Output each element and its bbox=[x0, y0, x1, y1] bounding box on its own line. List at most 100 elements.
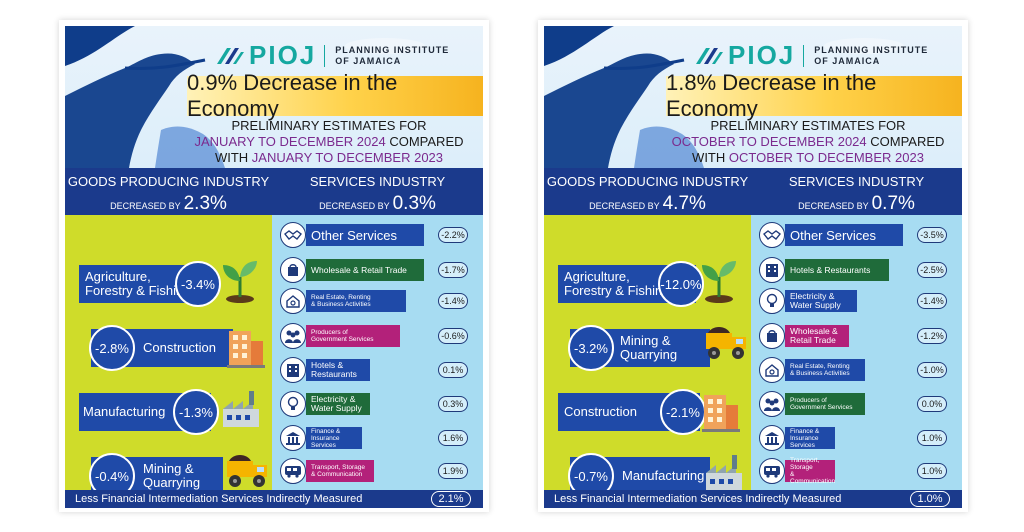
service-item-label: Producers of Government Services bbox=[785, 393, 865, 415]
goods-item-label: Construction bbox=[564, 404, 637, 419]
service-item-value: -2.5% bbox=[917, 262, 947, 278]
fisim-footer: Less Financial Intermediation Services I… bbox=[65, 490, 483, 508]
services-decrease: DECREASED BY 0.3% bbox=[272, 193, 483, 215]
service-item-label: Finance & Insurance Services bbox=[306, 427, 362, 449]
hotel-icon bbox=[280, 357, 306, 383]
service-item-value: -1.4% bbox=[917, 293, 947, 309]
service-item-label: Transport, Storage & Communication bbox=[785, 457, 835, 485]
pioj-logo: PIOJ PLANNING INSTITUTE OF JAMAICA bbox=[694, 40, 928, 71]
pioj-logo-mark-icon bbox=[217, 47, 244, 64]
goods-item-label: Agriculture, Forestry & Fishing bbox=[85, 269, 191, 298]
service-item-label: Electricity & Water Supply bbox=[306, 393, 370, 415]
services-title: SERVICES INDUSTRY bbox=[309, 174, 446, 189]
goods-item-value: -1.3% bbox=[173, 389, 219, 435]
pioj-brand: PIOJ bbox=[249, 40, 317, 70]
goods-decreased-by-label: DECREASED BY bbox=[110, 201, 181, 211]
plant-icon bbox=[219, 259, 261, 308]
prelim-line3: WITH OCTOBER TO DECEMBER 2023 bbox=[654, 150, 962, 166]
goods-item-value: -3.2% bbox=[568, 325, 614, 371]
org-name: PLANNING INSTITUTE OF JAMAICA bbox=[814, 45, 928, 67]
period-current: JANUARY TO DECEMBER 2024 bbox=[194, 134, 386, 149]
services-panel: Other Services -3.5% Hotels & Restaurants -… bbox=[751, 215, 962, 490]
bus-icon bbox=[759, 458, 785, 484]
pioj-logo: PIOJ PLANNING INSTITUTE OF JAMAICA bbox=[215, 40, 449, 71]
compared-text: COMPARED bbox=[866, 134, 945, 149]
goods-panel: Agriculture, Forestry & Fishing -12.0% Mini… bbox=[544, 215, 751, 499]
service-item-value: 1.6% bbox=[438, 430, 468, 446]
house-search-icon bbox=[280, 288, 306, 314]
bank-icon bbox=[759, 425, 785, 451]
infographic-card-quarterly: PIOJ PLANNING INSTITUTE OF JAMAICA 1.8% … bbox=[538, 20, 968, 512]
service-item-label: Other Services bbox=[306, 224, 424, 246]
fisim-label: Less Financial Intermediation Services I… bbox=[75, 493, 363, 505]
goods-item-value: -2.8% bbox=[89, 325, 135, 371]
caribbean-map-image bbox=[65, 26, 425, 168]
goods-item: Construction -2.1% bbox=[558, 389, 706, 435]
infographic-inner: PIOJ PLANNING INSTITUTE OF JAMAICA 0.9% … bbox=[65, 26, 483, 508]
caribbean-map-image bbox=[544, 26, 904, 168]
service-item-value: -1.0% bbox=[917, 362, 947, 378]
with-text: WITH bbox=[214, 150, 252, 165]
services-title: SERVICES INDUSTRY bbox=[788, 174, 925, 189]
service-item-value: -1.2% bbox=[917, 328, 947, 344]
org-name-line1: PLANNING INSTITUTE bbox=[335, 44, 450, 55]
pioj-brand: PIOJ bbox=[728, 40, 796, 70]
service-item-value: 1.9% bbox=[438, 463, 468, 479]
goods-item: Manufacturing -1.3% bbox=[79, 389, 219, 435]
service-item-value: 0.1% bbox=[438, 362, 468, 378]
factory-icon bbox=[219, 387, 263, 436]
service-item-value: 0.0% bbox=[917, 396, 947, 412]
service-item-label: Hotels & Restaurants bbox=[785, 259, 889, 281]
logo-divider bbox=[803, 44, 805, 67]
goods-item-value: -12.0% bbox=[658, 261, 704, 307]
goods-item-label: Manufacturing bbox=[622, 468, 705, 483]
org-name: PLANNING INSTITUTE OF JAMAICA bbox=[335, 45, 449, 67]
service-item-label: Electricity & Water Supply bbox=[785, 290, 857, 312]
services-header: SERVICES INDUSTRY DECREASED BY 0.7% bbox=[751, 168, 962, 215]
hero-banner: PIOJ PLANNING INSTITUTE OF JAMAICA 0.9% … bbox=[65, 26, 483, 168]
period-current: OCTOBER TO DECEMBER 2024 bbox=[671, 134, 867, 149]
truck-icon bbox=[223, 451, 271, 496]
logo-divider bbox=[324, 44, 326, 67]
with-text: WITH bbox=[692, 150, 729, 165]
hotel-icon bbox=[759, 257, 785, 283]
prelim-line2: JANUARY TO DECEMBER 2024 COMPARED bbox=[175, 134, 483, 150]
headline-banner: 0.9% Decrease in the Economy bbox=[187, 70, 483, 121]
goods-item-label: Mining & Quarrying bbox=[620, 333, 678, 362]
bulb-icon bbox=[759, 288, 785, 314]
fisim-value: 1.0% bbox=[910, 491, 950, 507]
goods-item: Mining & Quarrying -0.4% bbox=[89, 453, 223, 499]
bag-icon bbox=[759, 323, 785, 349]
handshake-icon bbox=[280, 222, 306, 248]
preliminary-estimates-text: PRELIMINARY ESTIMATES FOR OCTOBER TO DEC… bbox=[654, 118, 962, 166]
goods-decrease: DECREASED BY 2.3% bbox=[65, 193, 272, 215]
bag-icon bbox=[280, 257, 306, 283]
fisim-footer: Less Financial Intermediation Services I… bbox=[544, 490, 962, 508]
service-item-value: -2.2% bbox=[438, 227, 468, 243]
service-item-label: Finance & Insurance Services bbox=[785, 427, 835, 449]
services-panel: Other Services -2.2% Wholesale & Retail Tr… bbox=[272, 215, 483, 490]
services-decrease-value: 0.7% bbox=[871, 193, 915, 214]
building-icon bbox=[223, 323, 267, 374]
goods-item: Construction -2.8% bbox=[89, 325, 233, 371]
goods-decrease: DECREASED BY 4.7% bbox=[544, 193, 751, 215]
goods-item: Agriculture, Forestry & Fishing -12.0% bbox=[558, 261, 704, 307]
prelim-line1: PRELIMINARY ESTIMATES FOR bbox=[231, 118, 427, 133]
hero-banner: PIOJ PLANNING INSTITUTE OF JAMAICA 1.8% … bbox=[544, 26, 962, 168]
goods-title: GOODS PRODUCING INDUSTRY bbox=[546, 174, 749, 189]
service-item-value: -3.5% bbox=[917, 227, 947, 243]
service-item-label: Other Services bbox=[785, 224, 903, 246]
service-item-value: -1.7% bbox=[438, 262, 468, 278]
goods-header: GOODS PRODUCING INDUSTRY DECREASED BY 4.7… bbox=[544, 168, 751, 215]
building-icon bbox=[698, 387, 742, 438]
infographic-card-annual: PIOJ PLANNING INSTITUTE OF JAMAICA 0.9% … bbox=[59, 20, 489, 512]
service-item-label: Transport, Storage & Communication bbox=[306, 460, 374, 482]
people-icon bbox=[759, 391, 785, 417]
goods-panel: Agriculture, Forestry & Fishing -3.4% Const… bbox=[65, 215, 272, 499]
pioj-logo-mark-icon bbox=[696, 47, 723, 64]
service-item-label: Real Estate, Renting & Business Activitie… bbox=[785, 359, 865, 381]
services-decreased-by-label: DECREASED BY bbox=[319, 201, 390, 211]
service-item-value: -0.6% bbox=[438, 328, 468, 344]
service-item-label: Hotels & Restaurants bbox=[306, 359, 370, 381]
service-item-value: 1.0% bbox=[917, 430, 947, 446]
